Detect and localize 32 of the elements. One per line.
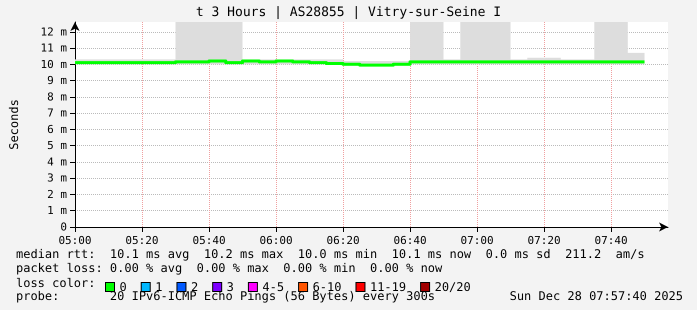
legend-label: 20/20 — [434, 280, 471, 294]
y-tick-label: 11 m — [40, 42, 68, 55]
chart-title: t 3 Hours | AS28855 | Vitry-sur-Seine I — [196, 5, 502, 20]
y-tick-label: 7 m — [47, 106, 68, 120]
y-tick-label: 6 m — [47, 122, 68, 136]
x-tick-label: 05:40 — [192, 234, 226, 247]
x-tick-label: 06:20 — [326, 234, 360, 247]
legend-label: 4-5 — [262, 280, 284, 294]
x-tick-label: 06:40 — [393, 234, 427, 247]
y-axis-title: Seconds — [7, 99, 21, 150]
y-tick-label: 10 m — [40, 58, 68, 71]
x-tick-label: 07:40 — [594, 234, 628, 247]
y-tick-label: 9 m — [47, 74, 68, 88]
y-tick-label: 0 — [60, 220, 67, 234]
y-tick-label: 12 m — [40, 25, 68, 38]
y-tick-label: 1 m — [47, 204, 68, 218]
y-tick-label: 8 m — [47, 90, 68, 104]
text: Sun Dec 28 07:57:40 2025 — [510, 289, 683, 303]
text: packet loss: 0.00 % avg 0.00 % max 0.00 % min 0.00 % now — [16, 261, 442, 275]
x-tick-label: 05:00 — [58, 234, 92, 247]
y-tick-label: 2 m — [47, 188, 68, 201]
legend-label: 11-19 — [370, 280, 406, 294]
y-tick-label: 3 m — [47, 172, 68, 185]
x-tick-label: 06:00 — [259, 234, 293, 247]
y-tick-label: 4 m — [47, 155, 68, 168]
x-tick-label: 07:00 — [460, 234, 494, 247]
text: median rtt: 10.1 ms avg 10.2 ms max 10.0 ms min 10.1 ms now 0.0 ms sd 211.2 am/s — [16, 247, 645, 261]
y-tick-label: 5 m — [47, 139, 68, 152]
x-tick-label: 05:20 — [125, 234, 159, 247]
legend-label: 3 — [226, 280, 234, 294]
legend-title: loss color: — [16, 276, 96, 290]
x-tick-label: 07:20 — [527, 234, 561, 247]
